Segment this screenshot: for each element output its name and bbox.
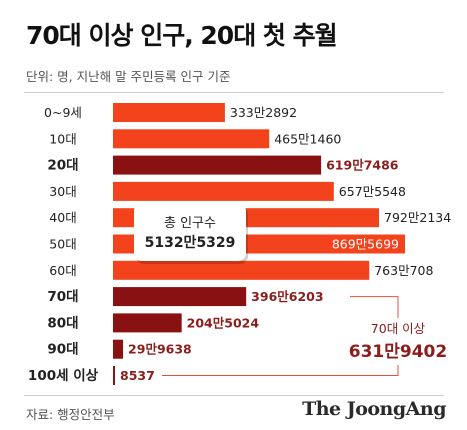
value-label-4: 792만2134	[384, 210, 451, 225]
bottom-divider	[24, 395, 444, 396]
category-label-9: 90대	[47, 342, 78, 358]
category-label-2: 20대	[47, 158, 78, 174]
category-label-10: 100세 이상	[28, 367, 99, 384]
category-label-4: 40대	[49, 210, 76, 225]
category-label-8: 80대	[47, 315, 78, 331]
value-label-2: 619만7486	[326, 158, 399, 173]
value-label-5: 869만5699	[332, 237, 399, 252]
value-label-6: 763만708	[374, 263, 433, 278]
top-divider	[24, 92, 444, 93]
bar-10	[113, 366, 115, 385]
chart-title: 70대 이상 인구, 20대 첫 추월	[26, 21, 338, 50]
value-label-10: 8537	[120, 368, 155, 383]
bar-3	[113, 181, 334, 201]
bar-9	[113, 339, 124, 359]
bar-6	[113, 260, 370, 280]
category-label-3: 30대	[49, 184, 76, 199]
value-label-9: 29만9638	[128, 342, 192, 357]
category-label-7: 70대	[47, 289, 78, 305]
category-label-5: 50대	[49, 237, 76, 252]
value-label-7: 396만6203	[251, 289, 323, 304]
bar-0	[113, 103, 225, 122]
value-label-0: 333만2892	[230, 105, 297, 120]
source-note: 자료: 행정안전부	[26, 407, 115, 422]
bracket-bottom	[162, 365, 399, 376]
total-box-label: 총 인구수	[164, 216, 216, 231]
bracket-top	[350, 296, 399, 318]
publisher-logo: The JoongAng	[302, 398, 446, 420]
annotation-value: 631만9402	[349, 342, 447, 362]
value-label-8: 204만5024	[187, 315, 260, 330]
chart-subtitle: 단위: 명, 지난해 말 주민등록 인구 기준	[26, 69, 231, 84]
annotation-label: 70대 이상	[371, 321, 426, 336]
value-label-1: 465만1460	[274, 131, 341, 146]
category-label-1: 10대	[49, 131, 76, 146]
total-box-value: 5132만5329	[145, 235, 236, 251]
total-box	[134, 203, 246, 261]
bar-1	[113, 129, 270, 149]
category-label-6: 60대	[49, 263, 76, 278]
bar-2	[113, 155, 322, 175]
category-label-0: 0~9세	[44, 105, 82, 120]
bar-7	[113, 287, 247, 307]
bar-8	[113, 313, 182, 333]
value-label-3: 657만5548	[339, 184, 406, 199]
